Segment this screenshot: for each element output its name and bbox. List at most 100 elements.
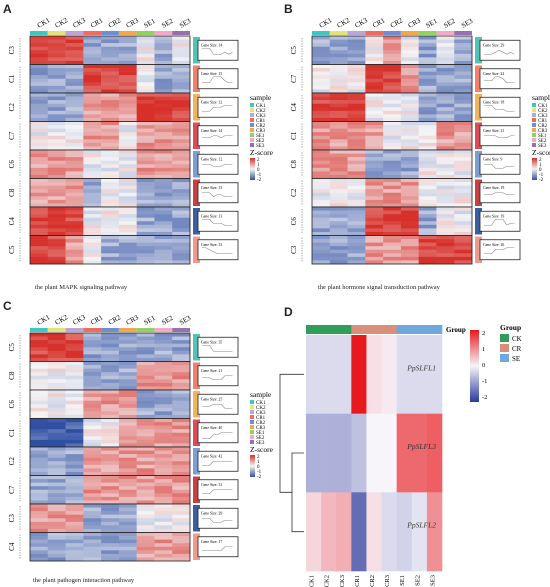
heatmap-cell (47, 192, 66, 197)
heatmap-cell (83, 64, 102, 69)
heatmap-cell (101, 347, 120, 352)
heatmap-cell (118, 340, 137, 344)
heatmap-cell (101, 340, 120, 344)
heatmap-cell (172, 486, 191, 491)
heatmap-cell (30, 246, 49, 251)
heatmap-cell (154, 418, 173, 423)
legend-sample-label: SE3 (538, 144, 547, 149)
gene-profile-line (202, 47, 233, 55)
gene-size-label: Gene Size: 15 (201, 72, 222, 76)
heatmap-cell (83, 450, 102, 455)
heatmap-cell (30, 82, 49, 87)
heatmap-cell (101, 246, 120, 251)
heatmap-cell (329, 43, 348, 47)
heatmap-cell (83, 400, 102, 405)
heatmap-cell (172, 482, 191, 487)
heatmap-cell-d (426, 492, 443, 572)
heatmap-cell (172, 454, 191, 458)
heatmap-cell (418, 174, 437, 179)
heatmap-cell (136, 390, 155, 394)
heatmap-cell (83, 357, 102, 362)
heatmap-cell (383, 217, 402, 222)
heatmap-cell (83, 121, 102, 126)
heatmap-cell (65, 425, 84, 430)
heatmap-cell (383, 46, 402, 51)
heatmap-cell (101, 231, 120, 236)
heatmap-cell (101, 432, 120, 437)
legend-zscore-title: Z-score (532, 148, 550, 157)
heatmap-cell (83, 75, 102, 80)
heatmap-cell (329, 142, 348, 147)
heatmap-cell (118, 39, 137, 44)
heatmap-cell (136, 347, 155, 352)
heatmap-cell (154, 150, 173, 154)
heatmap-cell (30, 224, 49, 229)
group-legend-label: SE (512, 355, 520, 363)
heatmap-cell (418, 114, 437, 119)
heatmap-cell (400, 36, 419, 40)
heatmap-cell (383, 253, 402, 258)
heatmap-cell (365, 121, 384, 126)
heatmap-cell (454, 53, 473, 58)
heatmap-cell (400, 192, 419, 197)
gene-row-label: PpSLFL2 (406, 521, 436, 530)
heatmap-cell (65, 486, 84, 491)
heatmap-cell (154, 100, 173, 104)
heatmap-cell (436, 121, 455, 126)
heatmap-cell (172, 221, 191, 226)
legend-sample-swatch (250, 118, 254, 122)
heatmap-cell (30, 78, 49, 83)
heatmap-cell (101, 543, 120, 548)
heatmap-cell (154, 521, 173, 526)
heatmap-cell (83, 174, 102, 179)
heatmap-cell (172, 471, 191, 476)
heatmap-cell (47, 249, 66, 254)
gene-profile-line (202, 135, 233, 139)
heatmap-cell (172, 235, 191, 240)
heatmap-cell (347, 107, 366, 112)
heatmap-cell (154, 414, 173, 419)
heatmap-cell (365, 150, 384, 154)
heatmap-cell (172, 192, 191, 197)
heatmap-cell (83, 336, 102, 341)
heatmap-cell (436, 64, 455, 69)
heatmap-cell (65, 132, 84, 137)
heatmap-cell (83, 422, 102, 426)
heatmap-cell (154, 242, 173, 247)
heatmap-cell (65, 39, 84, 44)
heatmap-cell (83, 157, 102, 161)
heatmap-cell (400, 235, 419, 240)
heatmap-cell (136, 182, 155, 186)
heatmap-cell-d (321, 335, 337, 414)
heatmap-cell (436, 171, 455, 176)
heatmap-cell (47, 178, 66, 183)
heatmap-cell (154, 171, 173, 176)
heatmap-cell (47, 100, 66, 104)
heatmap-cell (312, 103, 331, 108)
heatmap-cell (172, 103, 191, 108)
heatmap-cell (418, 89, 437, 94)
heatmap-cell (154, 256, 173, 261)
heatmap-cell (418, 75, 437, 80)
heatmap-cell (83, 114, 102, 119)
heatmap-cell (101, 164, 120, 169)
heatmap-cell (65, 357, 84, 362)
heatmap-cell (329, 157, 348, 161)
heatmap-cell (418, 189, 437, 194)
heatmap-cell (101, 132, 120, 137)
heatmap-cell (65, 414, 84, 419)
heatmap-cell (347, 214, 366, 218)
heatmap-cell (136, 407, 155, 412)
heatmap-cell (101, 110, 120, 115)
heatmap-cell (154, 468, 173, 473)
heatmap-cell (312, 82, 331, 87)
heatmap-cell (312, 171, 331, 176)
heatmap-cell (383, 107, 402, 112)
gene-size-label: Gene Size: 13 (201, 243, 222, 247)
heatmap-cell (365, 53, 384, 58)
zscore-tick: -2 (257, 475, 262, 480)
heatmap-cell (47, 117, 66, 122)
heatmap-cell (30, 333, 49, 337)
heatmap-cell (118, 511, 137, 515)
heatmap-cell (136, 189, 155, 194)
